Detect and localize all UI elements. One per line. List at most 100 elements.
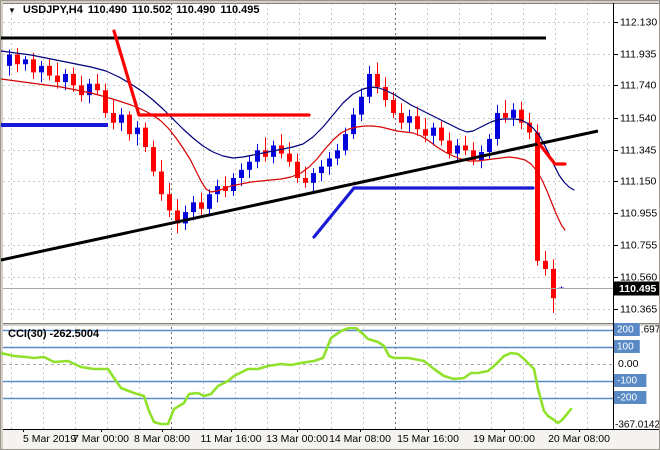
- candle[interactable]: [391, 99, 396, 113]
- time-axis-background[interactable]: [3, 430, 659, 449]
- candle[interactable]: [431, 127, 436, 136]
- candle[interactable]: [199, 202, 204, 209]
- candle[interactable]: [543, 260, 548, 269]
- candle[interactable]: [119, 114, 124, 123]
- cci-max-label-suffix: .6978: [641, 325, 660, 336]
- cci-line: [1, 326, 573, 426]
- candle[interactable]: [247, 161, 252, 170]
- candle[interactable]: [47, 65, 52, 76]
- moving-average-slow: [1, 50, 575, 191]
- main-plot-background[interactable]: [3, 3, 613, 323]
- candle[interactable]: [111, 112, 116, 123]
- candle[interactable]: [63, 73, 68, 83]
- cci-min-label: -367.0142: [615, 420, 660, 431]
- candle[interactable]: [327, 158, 332, 167]
- cci-level-label: -100: [617, 376, 637, 387]
- candle[interactable]: [351, 114, 356, 135]
- candle[interactable]: [167, 194, 172, 211]
- red-resistance-object[interactable]: [112, 29, 311, 117]
- time-axis-label: 20 Mar 08:00: [548, 433, 610, 445]
- price-axis-background[interactable]: [614, 3, 659, 429]
- price-axis-label: 111.540: [620, 112, 657, 124]
- cci-zero-label: 0.00: [618, 358, 639, 370]
- candle[interactable]: [39, 65, 44, 73]
- chart-dropdown-icon[interactable]: ▼: [8, 5, 16, 15]
- candle[interactable]: [127, 114, 132, 135]
- chart-title: ▼ USDJPY,H4 110.490 110.502 110.490 110.…: [8, 4, 259, 16]
- candle[interactable]: [87, 83, 92, 96]
- candle[interactable]: [463, 145, 468, 151]
- candle[interactable]: [383, 86, 388, 100]
- candle[interactable]: [311, 173, 316, 183]
- candle[interactable]: [255, 150, 260, 162]
- cci-level-box: [614, 323, 640, 336]
- cci-level-label: 100: [617, 342, 634, 353]
- cci-plot-background[interactable]: [3, 327, 613, 429]
- candle[interactable]: [295, 161, 300, 178]
- candle[interactable]: [511, 109, 516, 118]
- price-axis-label: 111.935: [620, 48, 657, 60]
- candle[interactable]: [191, 202, 196, 213]
- candle[interactable]: [495, 112, 500, 139]
- candle[interactable]: [471, 150, 476, 161]
- candle[interactable]: [487, 138, 492, 152]
- candle[interactable]: [455, 145, 460, 154]
- candle[interactable]: [503, 112, 508, 118]
- candle[interactable]: [15, 54, 20, 65]
- candle[interactable]: [319, 166, 324, 174]
- panel-separator[interactable]: [3, 323, 659, 327]
- candle[interactable]: [519, 109, 524, 123]
- ohlc-low: 110.490: [176, 4, 216, 16]
- red-breakdown-object[interactable]: [535, 139, 567, 166]
- blue-support-object[interactable]: [312, 186, 535, 239]
- candle[interactable]: [343, 134, 348, 151]
- candle[interactable]: [407, 116, 412, 123]
- candle[interactable]: [103, 90, 108, 113]
- candle[interactable]: [175, 210, 180, 224]
- candle[interactable]: [415, 116, 420, 130]
- candle[interactable]: [95, 83, 100, 91]
- candle[interactable]: [215, 186, 220, 195]
- time-axis-label: 5 Mar 2019: [23, 433, 76, 445]
- candle[interactable]: [535, 132, 540, 261]
- price-axis-label: 111.345: [620, 144, 657, 156]
- price-axis-label: 112.130: [620, 16, 657, 28]
- candle[interactable]: [303, 177, 308, 183]
- candle[interactable]: [439, 127, 444, 141]
- candle[interactable]: [287, 153, 292, 162]
- cci-level-box: [614, 391, 647, 404]
- candle[interactable]: [239, 169, 244, 178]
- candle[interactable]: [447, 140, 452, 154]
- candle[interactable]: [159, 171, 164, 195]
- candle[interactable]: [143, 127, 148, 148]
- candle[interactable]: [79, 85, 84, 96]
- candle[interactable]: [207, 194, 212, 209]
- candle[interactable]: [359, 96, 364, 115]
- price-axis-label: 110.365: [620, 303, 657, 315]
- cci-level-label: -200: [617, 393, 637, 404]
- current-price-box: [614, 281, 659, 296]
- candle[interactable]: [135, 127, 140, 135]
- candle[interactable]: [231, 177, 236, 191]
- trendline-object[interactable]: [1, 129, 599, 262]
- candle[interactable]: [367, 73, 372, 97]
- time-axis-label: 8 Mar 08:00: [134, 433, 190, 445]
- candle[interactable]: [23, 59, 28, 65]
- candle[interactable]: [423, 129, 428, 136]
- candle[interactable]: [31, 59, 36, 73]
- candle[interactable]: [151, 147, 156, 172]
- candle[interactable]: [551, 268, 556, 299]
- candle[interactable]: [527, 122, 532, 133]
- candle[interactable]: [7, 54, 12, 66]
- candle[interactable]: [263, 150, 268, 157]
- candle[interactable]: [375, 73, 380, 87]
- candle[interactable]: [399, 112, 404, 123]
- candle[interactable]: [335, 150, 340, 159]
- current-price-label: 110.495: [619, 283, 657, 295]
- candle[interactable]: [183, 212, 188, 224]
- candle[interactable]: [71, 73, 76, 86]
- candle[interactable]: [55, 75, 60, 83]
- price-axis-label: 111.150: [620, 175, 657, 187]
